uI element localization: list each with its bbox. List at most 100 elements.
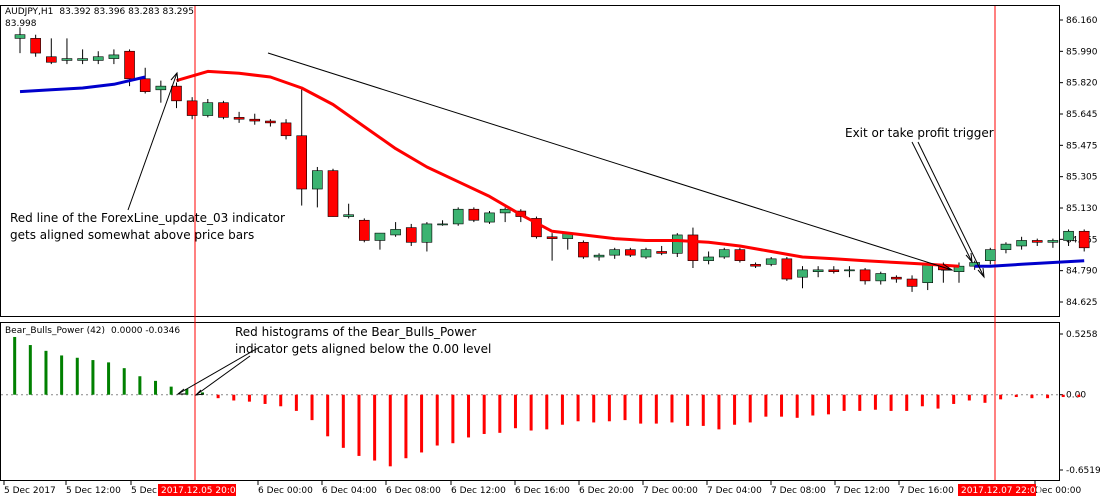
time-tick-label: 5 Dec 12:00 — [66, 486, 121, 496]
time-highlight-bg — [958, 484, 1036, 496]
histogram-bar — [373, 394, 377, 461]
candle — [280, 119, 292, 140]
candle-body-bull — [1000, 243, 1012, 250]
histogram-bar — [780, 394, 784, 417]
candle — [437, 220, 448, 226]
candle-body-bear — [546, 236, 558, 239]
candle-body-bull — [499, 208, 511, 214]
candle-body-bull — [374, 232, 386, 241]
time-highlight-label: 2017.12.07 22:00 — [961, 486, 1042, 496]
ohlc-values: 83.392 83.396 83.283 83.295 — [59, 7, 194, 17]
candle — [186, 97, 198, 120]
candle-body-bear — [906, 278, 918, 287]
indicator-tick-label: 0.5258 — [1066, 330, 1098, 340]
histogram-bar — [107, 362, 111, 395]
histogram-bar — [169, 386, 173, 395]
indicator-title: Bear_Bulls_Power (42) — [5, 326, 105, 336]
candle-body-bull — [343, 214, 354, 217]
histogram-bar — [952, 394, 956, 404]
histogram-bar — [1046, 394, 1050, 399]
candle — [265, 119, 276, 127]
histogram-bar — [1077, 394, 1081, 398]
candle — [593, 253, 605, 261]
histogram-bar — [967, 394, 971, 401]
candle-body-bull — [875, 273, 887, 282]
candle — [828, 266, 840, 274]
candle-body-bear — [265, 120, 276, 124]
annotation-red-line-1: Red line of the ForexLine_update_03 indi… — [10, 211, 285, 225]
candle — [906, 275, 918, 292]
candle-body-bull — [452, 208, 464, 225]
time-tick-label: 6 Dec 16:00 — [515, 486, 570, 496]
histogram-bar — [310, 394, 314, 421]
candle-body-bear — [233, 117, 245, 120]
histogram-bar — [764, 394, 768, 417]
histogram-bar — [717, 394, 721, 430]
candle-body-bull — [390, 229, 401, 236]
time-tick-label: 7 Dec 00:00 — [643, 486, 698, 496]
candle — [984, 247, 996, 265]
price-tick-label: 85.820 — [1066, 79, 1098, 89]
candle-body-bear — [750, 264, 761, 267]
candle — [499, 207, 511, 223]
histogram-bar — [200, 392, 204, 395]
candle — [374, 232, 386, 250]
candle-body-bear — [186, 100, 198, 116]
histogram-bar — [498, 394, 502, 433]
price-tick-label: 85.990 — [1066, 47, 1098, 57]
arrow-head-trend — [941, 263, 954, 271]
histogram-bar — [404, 394, 408, 459]
histogram-bar — [795, 394, 799, 418]
histogram-bar — [748, 394, 752, 423]
candle-body-bull — [437, 223, 448, 226]
candle-body-bear — [859, 269, 871, 282]
candle-body-bull — [1063, 230, 1074, 241]
candle-body-bull — [718, 249, 730, 258]
trend-line-to-exit — [267, 52, 953, 271]
candle-body-bull — [984, 249, 996, 261]
candle-body-bear — [531, 218, 542, 238]
price-tick-label: 84.790 — [1066, 267, 1098, 277]
arrow-to-red-line — [127, 72, 178, 211]
annotation-histogram-1: Red histograms of the Bear_Bulls_Power — [235, 325, 476, 339]
histogram-bar — [451, 394, 455, 444]
arrow-head-exit-2 — [977, 267, 985, 279]
candle-body-bear — [249, 118, 261, 122]
histogram-bar — [639, 394, 643, 424]
arrow-head-exit-1 — [965, 252, 973, 264]
candle-body-bear — [280, 122, 292, 137]
candle — [546, 233, 558, 261]
candle-body-bear — [1078, 230, 1090, 249]
candle-body-bull — [1047, 240, 1059, 243]
candle-body-bear — [139, 78, 151, 92]
indicator-axis: 0.5258 0.00 -0.6519 — [1059, 330, 1100, 476]
bear-bulls-histogram — [13, 336, 1081, 467]
candle — [718, 247, 730, 259]
candle-body-bull — [922, 264, 934, 284]
histogram-bar — [44, 350, 48, 395]
last-price-label: 83.998 — [5, 19, 37, 29]
histogram-bar — [1030, 394, 1034, 399]
candle — [578, 240, 589, 259]
candle-body-bull — [202, 102, 214, 116]
time-tick-label: 6 Dec 04:00 — [322, 486, 377, 496]
candle — [687, 227, 699, 269]
candle-body-bull — [812, 269, 824, 272]
candle — [77, 49, 88, 65]
histogram-bar — [936, 394, 940, 409]
candle-body-bull — [671, 234, 683, 254]
histogram-bar — [576, 394, 580, 422]
candle-body-bull — [77, 58, 88, 61]
candle — [452, 207, 464, 226]
candle — [1000, 242, 1012, 254]
forexline-blue-line-right — [974, 259, 1085, 268]
candle-body-bear — [171, 85, 182, 102]
annotation-red-line-2: gets aligned somewhat above price bars — [10, 228, 254, 242]
annotation-arrows — [127, 52, 985, 396]
histogram-bar — [623, 394, 627, 421]
period-separator-lines — [194, 6, 996, 480]
histogram-bar — [122, 368, 126, 395]
time-tick-label: 7 Dec 12:00 — [835, 486, 890, 496]
candle-body-bull — [844, 269, 855, 272]
